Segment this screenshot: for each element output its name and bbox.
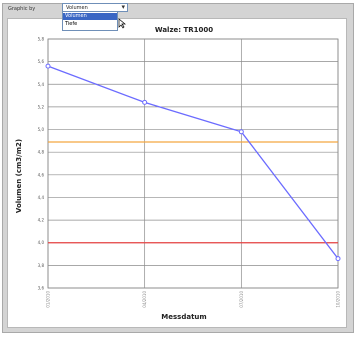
x-tick-label: 04/2010	[142, 291, 147, 308]
data-point	[238, 129, 244, 135]
x-tick-label: 01/2010	[46, 291, 51, 308]
mouse-cursor-icon	[118, 14, 126, 33]
data-point	[142, 99, 148, 105]
dropdown-option-tiefe[interactable]: Tiefe	[65, 21, 78, 27]
y-tick-label: 4,0	[38, 240, 45, 245]
y-tick-label: 5,2	[38, 104, 45, 109]
x-tick-label: 10/2010	[336, 291, 341, 308]
x-tick-label: 07/2010	[239, 291, 244, 308]
y-tick-label: 3,6	[38, 286, 45, 291]
y-tick-label: 5,8	[38, 37, 45, 42]
y-tick-label: 5,6	[38, 59, 45, 64]
x-axis-label: Messdatum	[161, 313, 206, 321]
y-tick-label: 4,6	[38, 172, 45, 177]
line-chart: Walze: TR1000 Messdatum Volumen (cm3/m2)…	[15, 26, 341, 321]
y-tick-label: 3,8	[38, 263, 45, 268]
y-tick-label: 4,8	[38, 150, 45, 155]
y-axis-label: Volumen (cm3/m2)	[15, 139, 23, 213]
plot-frame	[47, 38, 339, 289]
y-tick-label: 4,2	[38, 218, 45, 223]
y-tick-label: 4,4	[38, 195, 45, 200]
dropdown-options: Volumen Tiefe	[62, 11, 118, 31]
chevron-down-icon: ▾	[121, 3, 125, 11]
dropdown-option-volumen[interactable]: Volumen	[63, 13, 117, 20]
chart-title: Walze: TR1000	[155, 26, 213, 34]
chart-panel: Walze: TR1000 Messdatum Volumen (cm3/m2)…	[7, 18, 347, 328]
data-point	[45, 63, 51, 69]
y-tick-label: 5,0	[38, 127, 45, 132]
graphic-by-label: Graphic by	[8, 6, 36, 12]
y-tick-label: 5,4	[38, 82, 45, 87]
dropdown-selected-value: Volumen	[66, 5, 88, 11]
plot-area: 3,6 3,8 4,0 4,2 4,4 4,6 4,8 5,0 5,2 5,4 5,6 5,8 01/2…	[38, 37, 341, 308]
series-line	[47, 65, 339, 259]
data-point	[335, 256, 341, 262]
